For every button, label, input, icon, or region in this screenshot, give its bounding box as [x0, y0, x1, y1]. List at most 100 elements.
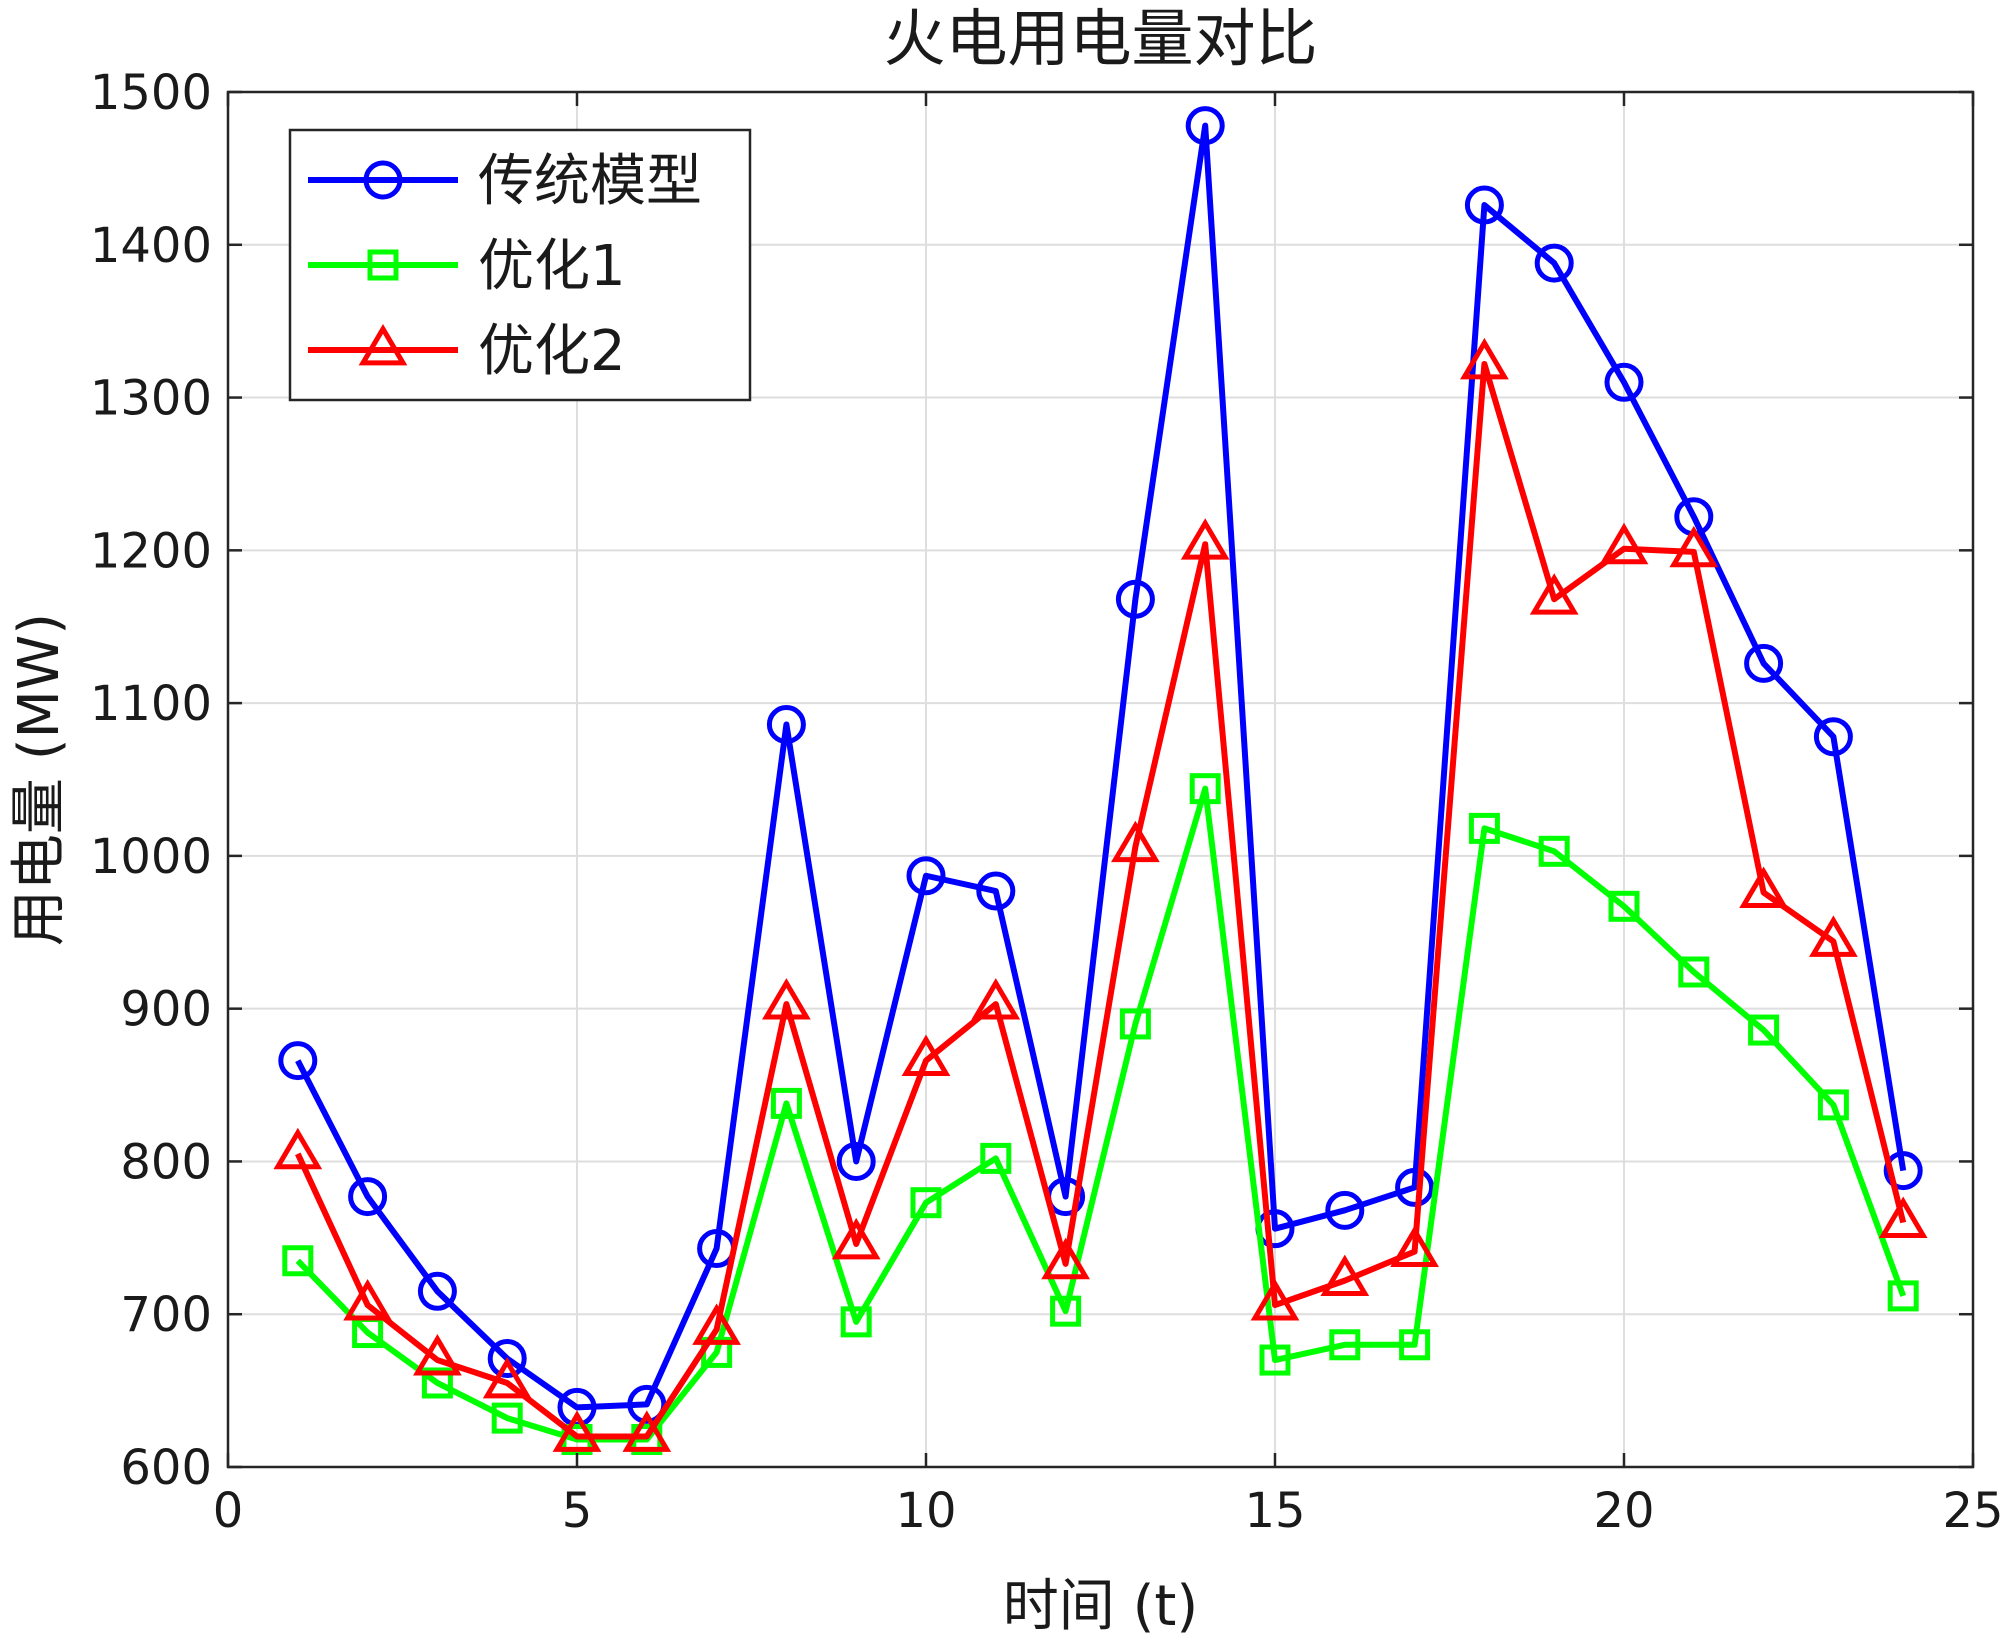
data-point-square — [1050, 1295, 1082, 1327]
legend-item: 优化2 — [308, 319, 626, 384]
y-tick-label: 1500 — [90, 65, 212, 121]
data-point-square — [1119, 1008, 1151, 1040]
data-point-triangle — [1529, 573, 1579, 615]
data-point-triangle — [482, 1356, 532, 1399]
data-point-square — [1259, 1344, 1291, 1376]
y-tick-label: 1200 — [90, 523, 212, 579]
y-tick-label: 1000 — [90, 829, 212, 885]
data-point-square — [1817, 1089, 1849, 1121]
data-point-circle — [627, 1384, 667, 1424]
y-tick-label: 1100 — [90, 676, 212, 732]
x-tick-label: 0 — [213, 1483, 244, 1539]
data-point-circle — [1395, 1167, 1435, 1207]
data-point-square — [421, 1367, 453, 1399]
data-point-triangle — [1878, 1196, 1928, 1238]
y-tick-label: 600 — [120, 1440, 212, 1496]
data-point-circle — [766, 705, 806, 744]
data-point-circle — [1464, 185, 1504, 225]
data-point-circle — [1604, 362, 1644, 402]
data-point-square — [1189, 773, 1221, 805]
data-point-triangle — [622, 1410, 672, 1452]
data-point-triangle — [831, 1217, 881, 1260]
x-tick-label: 20 — [1593, 1483, 1654, 1539]
y-axis-title: 用电量 (MW) — [7, 613, 72, 946]
data-point-square — [910, 1187, 942, 1219]
data-point-triangle — [1809, 915, 1858, 957]
data-point-circle — [1115, 579, 1155, 619]
chart-title: 火电用电量对比 — [883, 2, 1317, 75]
data-point-square — [1748, 1014, 1780, 1046]
data-point-square — [1329, 1329, 1361, 1361]
legend-marker-triangle — [358, 323, 408, 366]
data-point-circle — [1325, 1190, 1365, 1230]
y-tick-label: 700 — [120, 1287, 212, 1343]
x-tick-label: 15 — [1244, 1483, 1305, 1539]
data-point-triangle — [1180, 518, 1230, 560]
x-axis-title: 时间 (t) — [1003, 1574, 1198, 1639]
tick-layer: 0 5 10 15 20 25 600 700 800 900 1000 1100 1200 1300 14… — [90, 65, 2000, 1539]
data-point-triangle — [1599, 522, 1649, 565]
data-point-triangle — [1320, 1254, 1370, 1297]
data-point-circle — [1883, 1151, 1923, 1191]
legend-label: 优化2 — [478, 319, 626, 384]
data-point-square — [491, 1402, 523, 1434]
data-point-square — [840, 1306, 872, 1338]
legend-item: 传统模型 — [308, 149, 702, 214]
x-tick-label: 5 — [562, 1483, 593, 1539]
data-point-circle — [1744, 643, 1784, 683]
legend-marker-circle — [363, 160, 403, 200]
data-point-triangle — [413, 1334, 462, 1376]
series-1 — [278, 106, 1923, 1427]
data-point-square — [282, 1245, 314, 1277]
x-tick-label: 10 — [895, 1483, 956, 1539]
y-tick-label: 1400 — [90, 218, 212, 274]
data-point-circle — [906, 856, 946, 896]
series-3 — [273, 337, 1928, 1452]
data-point-triangle — [552, 1410, 602, 1452]
data-point-triangle — [273, 1127, 323, 1170]
data-point-triangle — [343, 1279, 392, 1321]
data-point-circle — [1185, 106, 1225, 146]
data-point-triangle — [762, 978, 811, 1020]
data-point-circle — [278, 1041, 318, 1081]
data-point-triangle — [692, 1303, 741, 1345]
y-tick-label: 900 — [120, 982, 212, 1038]
data-point-triangle — [1390, 1225, 1439, 1268]
series-layer — [273, 106, 1928, 1455]
data-point-triangle — [971, 978, 1021, 1020]
series-line — [295, 122, 1907, 1411]
data-point-circle — [1534, 243, 1574, 283]
data-point-square — [1399, 1329, 1431, 1361]
data-point-square — [1468, 812, 1500, 844]
data-point-triangle — [1250, 1279, 1300, 1321]
legend-label: 传统模型 — [478, 149, 702, 214]
data-point-square — [1538, 835, 1570, 867]
data-point-triangle — [1041, 1237, 1090, 1280]
x-tick-label: 25 — [1942, 1483, 2000, 1539]
data-point-circle — [1813, 717, 1853, 757]
y-tick-label: 1300 — [90, 371, 212, 427]
data-point-square — [1887, 1280, 1919, 1312]
data-point-circle — [348, 1177, 388, 1217]
legend-item: 优化1 — [308, 234, 626, 299]
data-point-square — [1608, 890, 1640, 922]
data-point-square — [1678, 956, 1710, 988]
legend-marker-square — [367, 249, 399, 281]
y-tick-label: 800 — [120, 1134, 212, 1190]
data-point-triangle — [901, 1034, 951, 1077]
data-point-circle — [976, 871, 1016, 911]
data-point-triangle — [1460, 337, 1509, 380]
plot-frame — [226, 90, 1975, 1469]
data-point-circle — [417, 1271, 457, 1311]
data-point-circle — [836, 1141, 876, 1181]
data-point-triangle — [1739, 866, 1788, 908]
data-point-triangle — [1111, 820, 1160, 863]
data-point-circle — [487, 1339, 527, 1379]
data-point-square — [770, 1087, 802, 1119]
legend-label: 优化1 — [478, 234, 626, 299]
data-point-triangle — [1669, 525, 1719, 568]
data-point-square — [980, 1142, 1012, 1174]
